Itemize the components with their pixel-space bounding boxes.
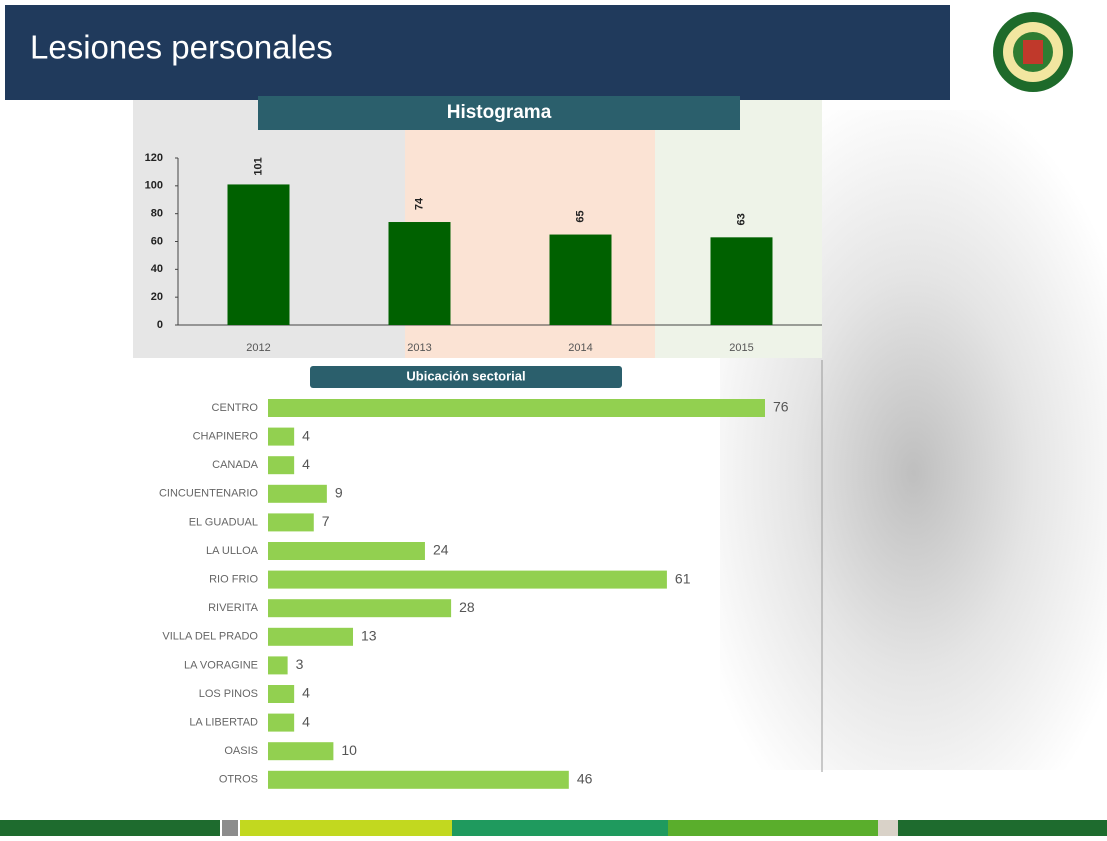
y-tick-label: CENTRO [212,402,259,414]
y-tick-label: 120 [145,152,163,164]
y-tick-label: VILLA DEL PRADO [162,631,258,643]
y-tick-label: RIVERITA [208,602,259,614]
value-label: 63 [735,213,747,225]
value-label: 3 [296,656,304,672]
value-label: 13 [361,628,377,644]
bar [268,627,354,646]
bar [268,599,452,618]
y-tick-label: 100 [145,180,163,192]
value-label: 65 [574,210,586,222]
y-tick-label: 20 [151,291,163,303]
x-tick-label: 2013 [407,342,431,354]
x-tick-label: 2012 [246,342,270,354]
bar [710,237,773,325]
value-label: 4 [302,427,310,443]
bar [268,427,295,446]
chart-title-box [258,96,740,130]
value-label: 24 [433,542,449,558]
y-tick-label: CANADA [212,459,259,471]
y-tick-label: LA LIBERTAD [189,717,258,729]
bar [268,770,569,789]
y-tick-label: LOS PINOS [199,688,258,700]
value-label: 9 [335,485,343,501]
y-tick-label: CINCUENTENARIO [159,488,258,500]
y-tick-label: 40 [151,263,163,275]
chart-title: Histograma [447,102,552,123]
value-label: 4 [302,456,310,472]
bar [268,685,295,703]
bar [268,456,295,475]
value-label: 4 [302,713,310,729]
value-label: 28 [459,599,475,615]
y-tick-label: EL GUADUAL [189,516,258,528]
chart-title-box [310,366,622,388]
y-tick-label: 60 [151,235,163,247]
bar [549,234,612,325]
value-label: 101 [252,157,264,175]
x-tick-label: 2014 [568,342,592,354]
bar [268,542,425,560]
header-bar [5,5,950,100]
x-tick-label: 2015 [729,342,753,354]
slide-title: Lesiones personales [30,29,333,66]
value-label: 61 [675,570,691,586]
value-label: 46 [577,771,593,787]
bar [268,570,667,589]
bar [268,484,327,503]
value-label: 76 [773,399,789,415]
bar [268,399,765,417]
value-label: 4 [302,685,310,701]
y-tick-label: LA ULLOA [206,545,259,557]
logo [993,12,1073,92]
y-tick-label: OASIS [224,745,258,757]
chart-title: Ubicación sectorial [406,368,525,383]
bar [388,222,451,325]
bar [268,513,314,532]
value-label: 74 [413,197,425,210]
y-tick-label: 0 [157,319,163,331]
bar [268,742,334,761]
bar [227,184,290,325]
footer-stripe [0,820,1107,836]
y-tick-label: 80 [151,208,163,220]
y-tick-label: CHAPINERO [193,431,259,443]
y-tick-label: RIO FRIO [209,574,258,586]
y-tick-label: OTROS [219,774,258,786]
value-label: 7 [322,513,330,529]
bar [268,713,295,732]
value-label: 10 [341,742,357,758]
bar [268,656,288,675]
y-tick-label: LA VORAGINE [184,659,258,671]
